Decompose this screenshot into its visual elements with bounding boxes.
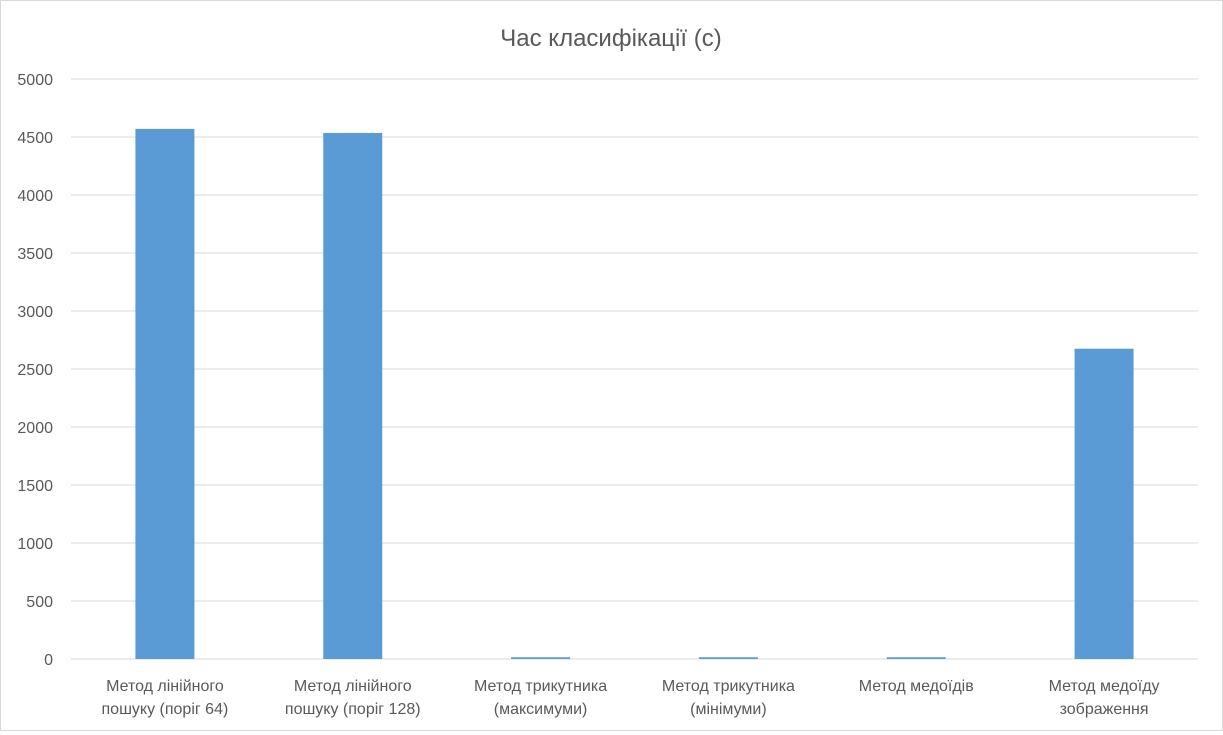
gridlines	[71, 78, 1198, 660]
y-tick-label: 500	[26, 594, 53, 611]
bars	[135, 128, 1134, 659]
y-tick-label: 4500	[17, 130, 53, 147]
bar	[511, 657, 571, 659]
x-category-label: Метод медоїдів	[859, 678, 974, 695]
bar	[698, 657, 758, 659]
y-tick-label: 0	[44, 652, 53, 669]
x-axis-category-labels: Метод лінійного пошуку (поріг 64) Метод лі…	[102, 678, 1160, 718]
y-tick-label: 3000	[17, 304, 53, 321]
bar	[323, 132, 383, 659]
x-category-label: Метод трикутника (максимуми)	[474, 678, 607, 718]
y-axis-tick-labels: 0 500 1000 1500 2000 2500 3000 3500 4000 4500 5000	[17, 72, 53, 669]
bar	[135, 128, 195, 659]
y-tick-label: 5000	[17, 72, 53, 89]
bar	[1074, 348, 1134, 659]
y-tick-label: 1000	[17, 536, 53, 553]
chart-title: Час класифікації (с)	[500, 25, 721, 52]
y-tick-label: 4000	[17, 188, 53, 205]
bar	[886, 657, 946, 659]
x-category-label: Метод лінійного пошуку (поріг 128)	[285, 678, 421, 718]
y-tick-label: 2500	[17, 362, 53, 379]
x-category-label: Метод лінійного пошуку (поріг 64)	[102, 678, 229, 718]
y-tick-label: 2000	[17, 420, 53, 437]
y-tick-label: 3500	[17, 246, 53, 263]
x-category-label: Метод медоїду зображення	[1049, 678, 1160, 718]
x-category-label: Метод трикутника (мінімуми)	[662, 678, 795, 718]
y-tick-label: 1500	[17, 478, 53, 495]
